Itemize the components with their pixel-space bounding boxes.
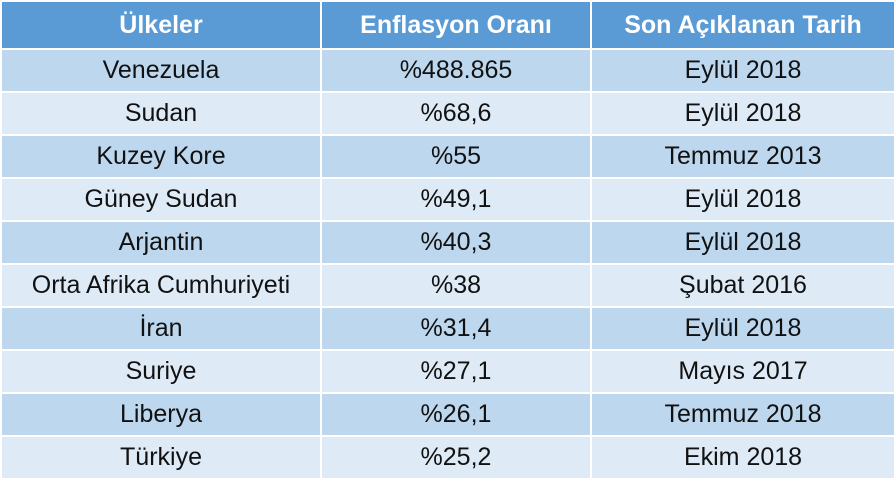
table-cell: Arjantin (0, 220, 322, 265)
table-cell: Venezuela (0, 48, 322, 93)
table-cell: %26,1 (320, 392, 592, 437)
table-row: Liberya %26,1 Temmuz 2018 (0, 392, 894, 437)
table-cell: Temmuz 2018 (590, 392, 894, 437)
table-cell: %25,2 (320, 435, 592, 480)
header-cell: Ülkeler (0, 0, 322, 50)
table-cell: %49,1 (320, 177, 592, 222)
table-row: Türkiye %25,2 Ekim 2018 (0, 435, 894, 480)
table-row: Sudan %68,6 Eylül 2018 (0, 91, 894, 136)
table-header: Ülkeler Enflasyon Oranı Son Açıklanan Ta… (0, 0, 894, 50)
table-cell: Şubat 2016 (590, 263, 894, 308)
header-row: Ülkeler Enflasyon Oranı Son Açıklanan Ta… (0, 0, 894, 50)
table-cell: Liberya (0, 392, 322, 437)
table-cell: %488.865 (320, 48, 592, 93)
table-row: Orta Afrika Cumhuriyeti %38 Şubat 2016 (0, 263, 894, 308)
header-cell: Son Açıklanan Tarih (590, 0, 894, 50)
table-row: İran %31,4 Eylül 2018 (0, 306, 894, 351)
table-cell: Ekim 2018 (590, 435, 894, 480)
table-row: Arjantin %40,3 Eylül 2018 (0, 220, 894, 265)
table-cell: Orta Afrika Cumhuriyeti (0, 263, 322, 308)
table-cell: %40,3 (320, 220, 592, 265)
table-cell: Suriye (0, 349, 322, 394)
table-body: Venezuela %488.865 Eylül 2018 Sudan %68,6 Eyl… (0, 48, 894, 480)
table-row: Kuzey Kore %55 Temmuz 2013 (0, 134, 894, 179)
table-cell: Mayıs 2017 (590, 349, 894, 394)
table-cell: Eylül 2018 (590, 306, 894, 351)
table-row: Güney Sudan %49,1 Eylül 2018 (0, 177, 894, 222)
table-cell: Sudan (0, 91, 322, 136)
header-cell: Enflasyon Oranı (320, 0, 592, 50)
table-cell: Eylül 2018 (590, 48, 894, 93)
table-cell: Türkiye (0, 435, 322, 480)
table-row: Suriye %27,1 Mayıs 2017 (0, 349, 894, 394)
table-cell: %27,1 (320, 349, 592, 394)
table-cell: Temmuz 2013 (590, 134, 894, 179)
table-cell: Kuzey Kore (0, 134, 322, 179)
table-row: Venezuela %488.865 Eylül 2018 (0, 48, 894, 93)
table-cell: %68,6 (320, 91, 592, 136)
table-cell: %55 (320, 134, 592, 179)
table-cell: %31,4 (320, 306, 592, 351)
table-cell: Eylül 2018 (590, 220, 894, 265)
table-cell: Güney Sudan (0, 177, 322, 222)
table-cell: %38 (320, 263, 592, 308)
table-cell: Eylül 2018 (590, 177, 894, 222)
table-cell: Eylül 2018 (590, 91, 894, 136)
table-cell: İran (0, 306, 322, 351)
